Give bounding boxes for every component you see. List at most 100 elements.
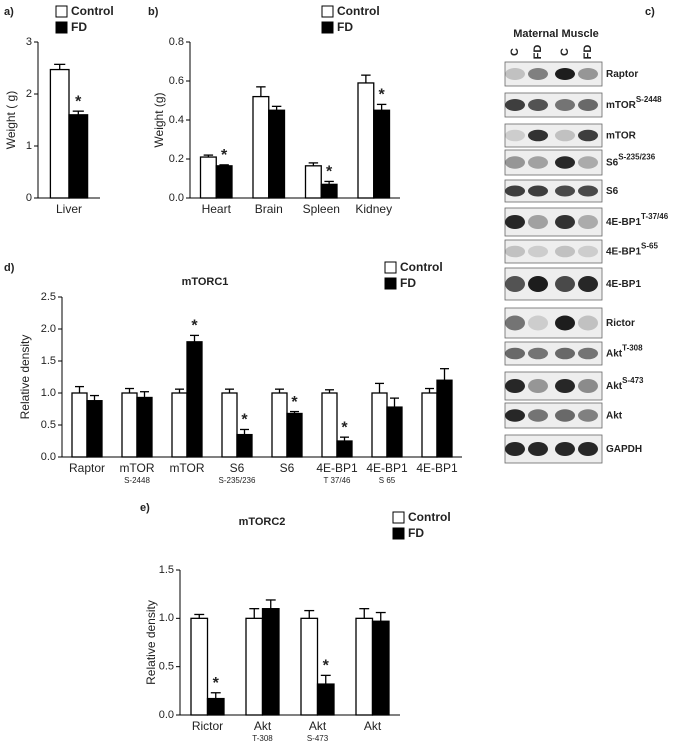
error-bar (72, 110, 84, 115)
blot-band (505, 442, 525, 456)
row-label: S6 (606, 186, 619, 197)
bar (71, 392, 88, 458)
legend-label: FD (71, 20, 87, 34)
bar (336, 440, 353, 458)
blot-band (578, 129, 598, 142)
error-bar (203, 154, 214, 158)
blot-band (578, 276, 598, 292)
blot-band (528, 99, 548, 111)
blot-band (578, 185, 598, 197)
x-tick-label: S6 (280, 461, 295, 475)
blot-band (505, 129, 525, 142)
error-bar (175, 388, 184, 393)
error-bar (304, 609, 315, 619)
bar (436, 379, 453, 458)
blot-band (505, 347, 525, 360)
x-tick-sublabel: T 37/46 (324, 476, 352, 485)
bar (68, 114, 89, 199)
blot-band (528, 156, 548, 169)
error-bar (308, 162, 319, 166)
panel-label: d) (4, 262, 15, 274)
row-name: Rictor (606, 318, 635, 329)
blot-band (528, 315, 548, 331)
legend-label: FD (337, 20, 353, 34)
row-label: S6S-235/236 (606, 153, 656, 169)
y-tick-label: 2.0 (41, 323, 56, 335)
y-tick-label: 1.5 (159, 564, 174, 576)
x-tick-label: Liver (56, 202, 82, 216)
y-tick-label: 1.5 (41, 355, 56, 367)
blot-strip (504, 123, 603, 148)
x-tick-sublabel: T-308 (252, 734, 273, 743)
legend-swatch (384, 277, 397, 290)
significance-marker: * (75, 93, 82, 110)
error-bar (140, 391, 149, 398)
row-name: 4E-BP1 (606, 279, 641, 290)
blot-band (578, 379, 598, 393)
error-bar (194, 613, 205, 619)
bar (304, 165, 322, 199)
bar (268, 109, 286, 199)
bar (221, 392, 238, 458)
x-tick-label: Brain (255, 202, 283, 216)
blot-strip (504, 307, 603, 339)
error-bar (375, 611, 386, 622)
x-tick-label: Rictor (192, 719, 223, 733)
error-bar (256, 86, 266, 97)
blot-band (528, 68, 548, 80)
row-name: Akt (606, 381, 623, 392)
significance-marker: * (241, 412, 248, 429)
error-bar (275, 388, 284, 393)
bar (357, 82, 375, 199)
y-tick-label: 3 (26, 36, 32, 48)
blot-band (578, 156, 598, 169)
blot-band (555, 68, 575, 80)
x-tick-label: Raptor (69, 461, 105, 475)
bar (316, 683, 335, 716)
y-tick-label: 0.0 (159, 709, 174, 721)
x-tick-label: 4E-BP1 (416, 461, 458, 475)
row-name: mTOR (606, 130, 637, 141)
blot-strip (504, 92, 603, 118)
blot-strip (504, 61, 603, 87)
blot-band (505, 68, 525, 80)
row-site: S-473 (622, 376, 644, 385)
row-label: mTORS-2448 (606, 95, 662, 111)
row-label: AktS-473 (606, 376, 644, 392)
x-tick-label: mTOR (169, 461, 204, 475)
row-label: Rictor (606, 318, 635, 329)
blot-band (555, 185, 575, 197)
lane-label: C (509, 48, 521, 56)
x-tick-label: mTOR (119, 461, 154, 475)
legend-swatch (392, 511, 405, 524)
row-site: T-37/46 (641, 212, 669, 221)
error-bar (390, 397, 399, 408)
blot-band (578, 442, 598, 456)
blot-band (505, 245, 525, 258)
blot-band (505, 379, 525, 393)
error-bar (225, 388, 234, 393)
x-tick-label: Spleen (303, 202, 340, 216)
x-tick-label: 4E-BP1 (316, 461, 358, 475)
panel-label: c) (645, 6, 655, 18)
bar (261, 608, 280, 716)
y-tick-label: 0.5 (41, 419, 56, 431)
row-label: Raptor (606, 69, 638, 80)
error-bar (125, 387, 134, 393)
row-name: Akt (606, 348, 623, 359)
panel-label: a) (4, 6, 14, 18)
bar (421, 392, 438, 458)
x-tick-sublabel: S 65 (379, 476, 396, 485)
row-name: 4E-BP1 (606, 217, 641, 228)
bar (171, 392, 188, 458)
blot-band (528, 379, 548, 393)
blot-band (555, 99, 575, 111)
y-tick-label: 0.5 (159, 661, 174, 673)
error-bar (425, 387, 434, 393)
lane-label: FD (532, 45, 544, 60)
significance-marker: * (341, 419, 348, 436)
blot-band (528, 215, 548, 229)
blot-band (555, 442, 575, 456)
error-bar (219, 164, 229, 166)
